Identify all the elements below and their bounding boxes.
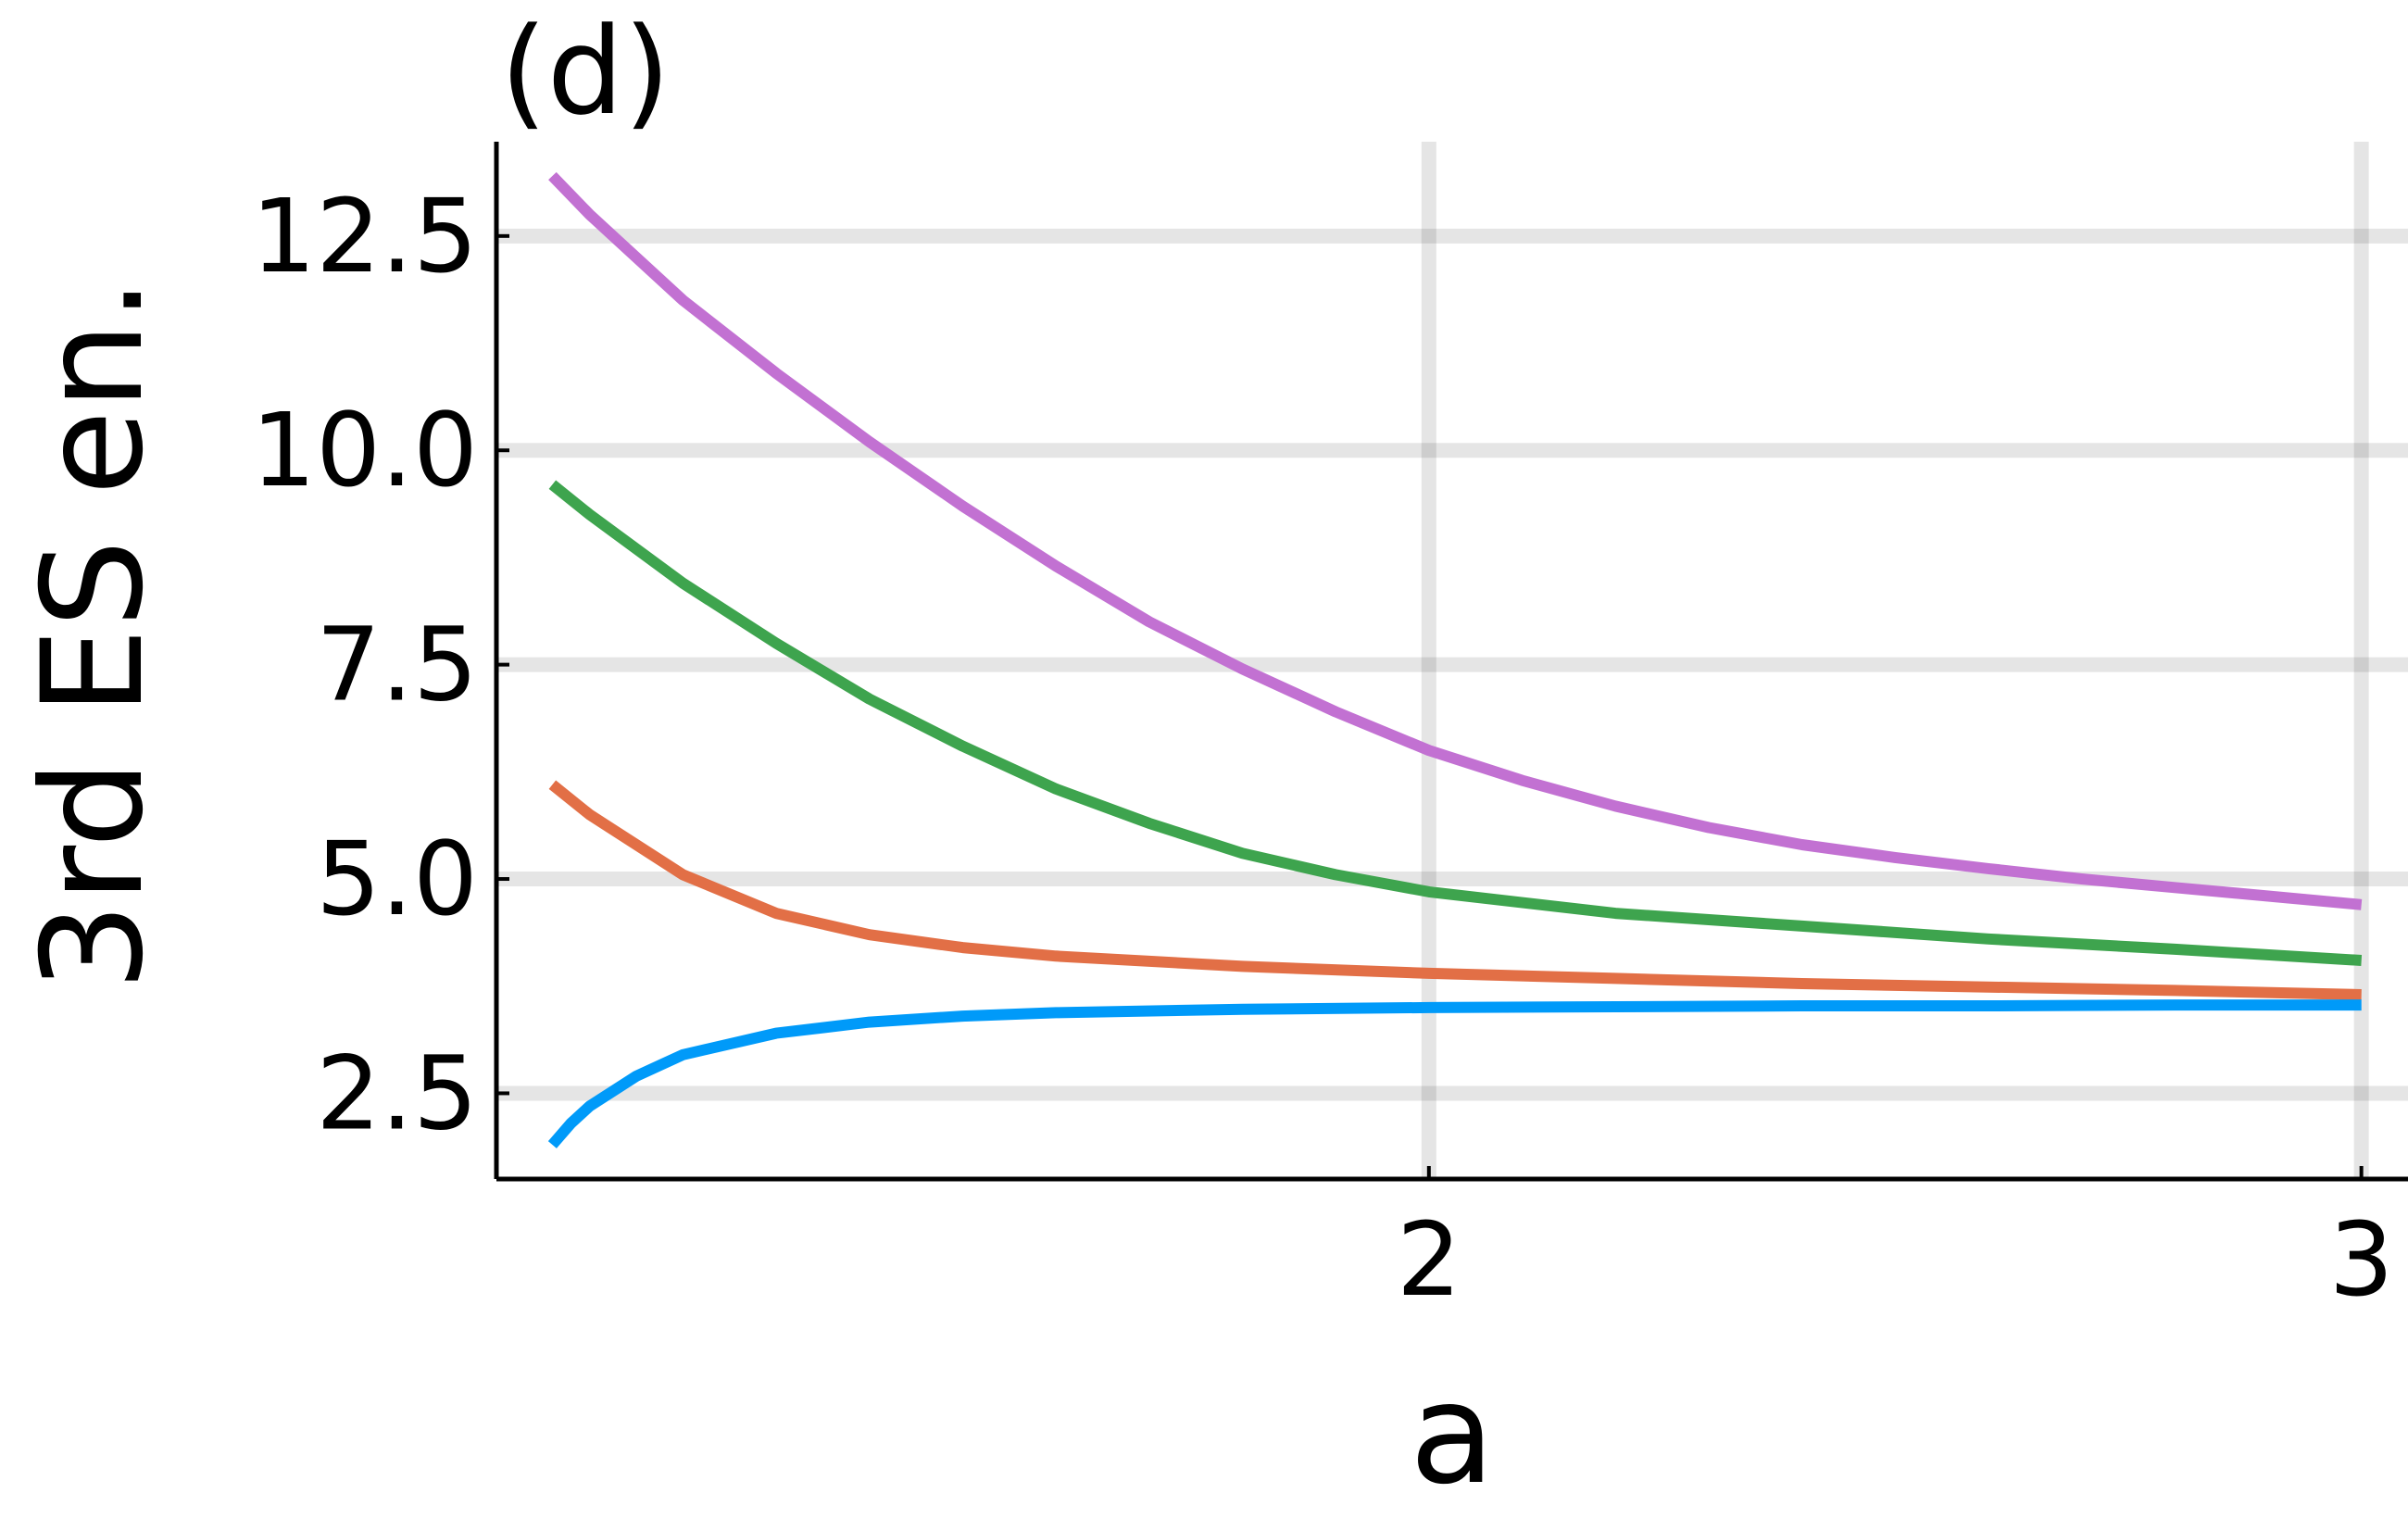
y-tick-label: 2.5 xyxy=(316,1034,478,1152)
y-tick-label: 12.5 xyxy=(251,177,478,295)
series-line-4 xyxy=(547,999,2362,1148)
axes xyxy=(494,142,2408,1182)
panel-label: (d) xyxy=(500,1,671,142)
y-tick-label: 7.5 xyxy=(316,606,478,724)
tick-marks xyxy=(496,233,2364,1179)
x-tick-label: 2 xyxy=(1397,1200,1461,1319)
grid-lines xyxy=(496,142,2408,1179)
series-line-2 xyxy=(548,480,2363,966)
y-tick-label: 5.0 xyxy=(316,820,478,938)
series-line-1 xyxy=(548,171,2363,910)
series-lines xyxy=(547,171,2363,1148)
y-tick-label: 10.0 xyxy=(251,391,478,509)
series-line-3 xyxy=(548,780,2362,1000)
tick-labels: 2.5 5.0 7.5 10.0 12.5 2 3 xyxy=(251,177,2394,1319)
x-tick-label: 3 xyxy=(2329,1200,2394,1319)
x-axis-title: a xyxy=(1410,1354,1495,1515)
y-axis-title: 3rd ES en. xyxy=(13,278,174,991)
